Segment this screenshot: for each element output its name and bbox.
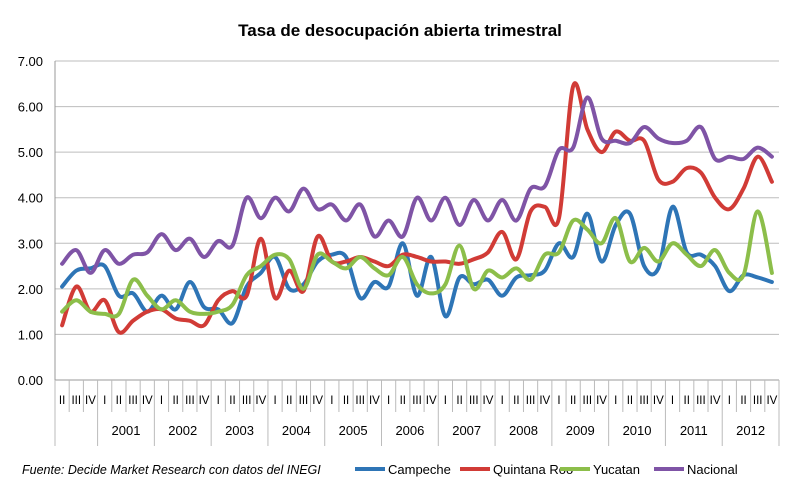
quarter-label: II: [229, 395, 235, 407]
quarter-label: I: [671, 395, 674, 407]
y-tick-label: 2.00: [18, 282, 43, 297]
legend-label: Quintana Roo: [493, 462, 573, 477]
quarter-label: II: [116, 395, 122, 407]
legend-label: Yucatan: [593, 462, 640, 477]
quarter-label: IV: [255, 395, 266, 407]
legend-label: Nacional: [687, 462, 738, 477]
quarter-label: II: [286, 395, 292, 407]
year-label: 2007: [452, 423, 481, 438]
quarter-label: III: [583, 395, 593, 407]
quarter-label: I: [387, 395, 390, 407]
quarter-label: I: [160, 395, 163, 407]
chart-title: Tasa de desocupación abierta trimestral: [238, 21, 562, 40]
quarter-label: IV: [653, 395, 664, 407]
quarter-label: II: [684, 395, 690, 407]
y-axis: 0.00 1.00 2.00 3.00 4.00 5.00 6.00 7.00: [18, 54, 56, 388]
quarter-label: IV: [369, 395, 380, 407]
quarter-label: II: [59, 395, 65, 407]
quarter-label: III: [639, 395, 649, 407]
quarter-label: I: [614, 395, 617, 407]
quarter-label: IV: [199, 395, 210, 407]
y-tick-label: 4.00: [18, 191, 43, 206]
y-tick-label: 3.00: [18, 236, 43, 251]
quarter-label: II: [456, 395, 462, 407]
quarter-label: IV: [596, 395, 607, 407]
quarter-label: III: [128, 395, 138, 407]
year-label: 2012: [736, 423, 765, 438]
quarter-label: I: [103, 395, 106, 407]
quarter-label: IV: [766, 395, 777, 407]
quarter-label: II: [627, 395, 633, 407]
legend: Campeche Quintana Roo Yucatan Nacional: [355, 462, 738, 477]
quarter-label: IV: [710, 395, 721, 407]
quarter-label: I: [330, 395, 333, 407]
quarter-label: III: [185, 395, 195, 407]
quarter-label: IV: [483, 395, 494, 407]
quarter-label: IV: [142, 395, 153, 407]
y-tick-label: 0.00: [18, 373, 43, 388]
legend-label: Campeche: [388, 462, 451, 477]
year-label: 2004: [282, 423, 311, 438]
quarter-label: I: [557, 395, 560, 407]
year-label: 2005: [339, 423, 368, 438]
quarter-label: III: [299, 395, 309, 407]
gridlines: [55, 60, 779, 335]
y-tick-label: 1.00: [18, 327, 43, 342]
quarter-label: I: [501, 395, 504, 407]
series-line-nacional: [60, 95, 774, 275]
quarter-label: I: [728, 395, 731, 407]
quarter-label: IV: [312, 395, 323, 407]
quarter-label: I: [273, 395, 276, 407]
quarter-label: IV: [426, 395, 437, 407]
quarter-label: III: [71, 395, 81, 407]
year-label: 2010: [623, 423, 652, 438]
quarter-label: II: [400, 395, 406, 407]
year-label: 2008: [509, 423, 538, 438]
quarter-label: III: [526, 395, 536, 407]
quarter-label: III: [696, 395, 706, 407]
quarter-label: II: [172, 395, 178, 407]
series-line-quintana-roo: [60, 81, 774, 335]
quarter-label: I: [217, 395, 220, 407]
year-label: 2011: [680, 423, 708, 438]
source-note: Fuente: Decide Market Research con datos…: [22, 463, 321, 477]
quarter-label: II: [343, 395, 349, 407]
quarter-label: I: [444, 395, 447, 407]
year-label: 2006: [395, 423, 424, 438]
quarter-label: III: [412, 395, 422, 407]
y-tick-label: 7.00: [18, 54, 43, 69]
year-label: 2003: [225, 423, 254, 438]
quarter-label: II: [570, 395, 576, 407]
quarter-label: IV: [85, 395, 96, 407]
series-line-yucatan: [60, 209, 774, 319]
quarter-label: III: [355, 395, 365, 407]
y-tick-label: 5.00: [18, 145, 43, 160]
year-label: 2001: [112, 423, 141, 438]
quarter-label: III: [242, 395, 252, 407]
year-label: 2002: [168, 423, 197, 438]
quarter-label: IV: [539, 395, 550, 407]
x-axis: II III IV I II III IV I II III IV I II III IV I II III IV I…: [54, 379, 780, 446]
quarter-label: II: [740, 395, 746, 407]
quarter-label: III: [753, 395, 763, 407]
year-label: 2009: [566, 423, 595, 438]
y-tick-label: 6.00: [18, 100, 43, 115]
quarter-label: III: [469, 395, 479, 407]
series-lines: [60, 81, 774, 335]
quarter-label: II: [513, 395, 519, 407]
